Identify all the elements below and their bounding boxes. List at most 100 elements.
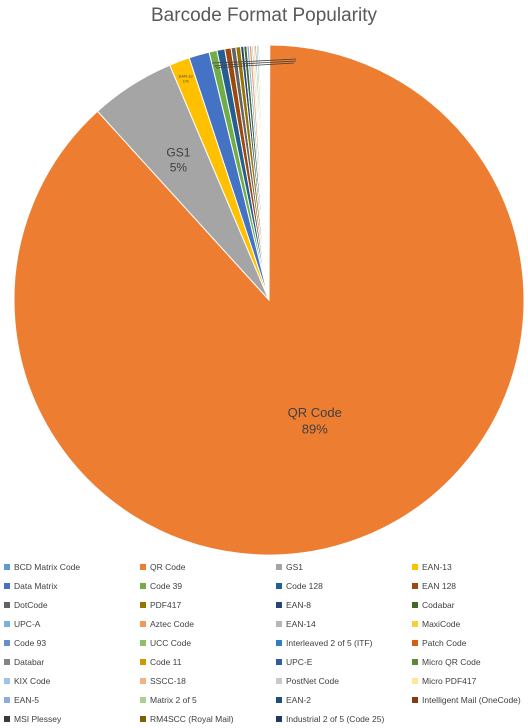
legend-item-pdf417: PDF417	[140, 595, 276, 614]
legend-label: Codabar	[422, 600, 455, 610]
legend-label: QR Code	[150, 562, 185, 572]
legend-item-ean-2: EAN-2	[276, 690, 412, 709]
legend-swatch	[412, 583, 418, 589]
legend-swatch	[4, 659, 10, 665]
legend-item-gs1: GS1	[276, 557, 412, 576]
legend-swatch	[140, 640, 146, 646]
legend-label: Intelligent Mail (OneCode)	[422, 695, 521, 705]
legend-label: KIX Code	[14, 676, 50, 686]
legend-swatch	[276, 564, 282, 570]
legend-item-industrial-2-of-5-code-25: Industrial 2 of 5 (Code 25)	[276, 709, 412, 728]
legend-label: Micro QR Code	[422, 657, 481, 667]
legend-label: MaxiCode	[422, 619, 460, 629]
legend-label: Code 39	[150, 581, 182, 591]
legend-swatch	[4, 697, 10, 703]
legend-swatch	[276, 697, 282, 703]
legend-label: PDF417	[150, 600, 181, 610]
legend-item-qr-code: QR Code	[140, 557, 276, 576]
legend-label: MSI Plessey	[14, 714, 61, 724]
legend-label: Code 11	[150, 657, 182, 667]
legend-item-code-93: Code 93	[4, 633, 140, 652]
legend-item-ean-14: EAN-14	[276, 614, 412, 633]
legend-label: UPC-A	[14, 619, 40, 629]
legend-swatch	[140, 564, 146, 570]
legend-item-dotcode: DotCode	[4, 595, 140, 614]
legend-item-bcd-matrix-code: BCD Matrix Code	[4, 557, 140, 576]
chart-legend: BCD Matrix Code QR Code GS1 EAN-13 Data Matr…	[4, 557, 524, 728]
legend-label: Matrix 2 of 5	[150, 695, 197, 705]
legend-label: UPC-E	[286, 657, 312, 667]
legend-label: GS1	[286, 562, 303, 572]
legend-label: EAN-2	[286, 695, 311, 705]
legend-item-maxicode: MaxiCode	[412, 614, 524, 633]
legend-swatch	[412, 564, 418, 570]
legend-swatch	[140, 583, 146, 589]
legend-item-matrix-2-of-5: Matrix 2 of 5	[140, 690, 276, 709]
legend-swatch	[412, 640, 418, 646]
legend-swatch	[412, 659, 418, 665]
legend-item-sscc-18: SSCC-18	[140, 671, 276, 690]
legend-label: RM4SCC (Royal Mail)	[150, 714, 234, 724]
legend-label: EAN-5	[14, 695, 39, 705]
legend-item-code-39: Code 39	[140, 576, 276, 595]
data-label-percent-gs1: 5%	[170, 160, 188, 174]
legend-label: BCD Matrix Code	[14, 562, 80, 572]
legend-item-micro-qr-code: Micro QR Code	[412, 652, 524, 671]
legend-swatch	[276, 640, 282, 646]
legend-item-code-128: Code 128	[276, 576, 412, 595]
legend-swatch	[276, 583, 282, 589]
legend-label: EAN 128	[422, 581, 456, 591]
legend-label: Patch Code	[422, 638, 466, 648]
legend-label: DotCode	[14, 600, 48, 610]
legend-item-aztec-code: Aztec Code	[140, 614, 276, 633]
legend-swatch	[140, 602, 146, 608]
legend-label: Industrial 2 of 5 (Code 25)	[286, 714, 384, 724]
legend-swatch	[276, 602, 282, 608]
legend-swatch	[412, 621, 418, 627]
legend-item-upc-e: UPC-E	[276, 652, 412, 671]
legend-item-patch-code: Patch Code	[412, 633, 524, 652]
legend-item-data-matrix: Data Matrix	[4, 576, 140, 595]
legend-swatch	[4, 583, 10, 589]
legend-swatch	[140, 621, 146, 627]
legend-swatch	[4, 640, 10, 646]
legend-item-ean-5: EAN-5	[4, 690, 140, 709]
legend-label: SSCC-18	[150, 676, 186, 686]
legend-item-intelligent-mail-onecode: Intelligent Mail (OneCode)	[412, 690, 524, 709]
legend-item-ean-13: EAN-13	[412, 557, 524, 576]
legend-item-ean-8: EAN-8	[276, 595, 412, 614]
legend-item-msi-plessey: MSI Plessey	[4, 709, 140, 728]
legend-swatch	[4, 621, 10, 627]
data-label-name-gs1: GS1	[166, 145, 190, 159]
legend-label: EAN-8	[286, 600, 311, 610]
legend-label: Code 128	[286, 581, 323, 591]
legend-item-kix-code: KIX Code	[4, 671, 140, 690]
legend-item-ean-128: EAN 128	[412, 576, 524, 595]
legend-item-databar: Databar	[4, 652, 140, 671]
legend-label: Interleaved 2 of 5 (ITF)	[286, 638, 372, 648]
data-label-percent-qr-code: 89%	[302, 421, 328, 436]
legend-item-codabar: Codabar	[412, 595, 524, 614]
legend-swatch	[140, 716, 146, 722]
legend-swatch	[140, 659, 146, 665]
legend-label: EAN-13	[422, 562, 452, 572]
legend-item-rm4scc-royal-mail: RM4SCC (Royal Mail)	[140, 709, 276, 728]
legend-swatch	[276, 716, 282, 722]
legend-item-upc-a: UPC-A	[4, 614, 140, 633]
legend-swatch	[412, 697, 418, 703]
legend-label: UCC Code	[150, 638, 191, 648]
legend-item-ucc-code: UCC Code	[140, 633, 276, 652]
legend-swatch	[276, 621, 282, 627]
data-label-name-qr-code: QR Code	[288, 405, 342, 420]
legend-swatch	[4, 678, 10, 684]
legend-label: Data Matrix	[14, 581, 57, 591]
legend-item-interleaved-2-of-5-itf: Interleaved 2 of 5 (ITF)	[276, 633, 412, 652]
legend-label: Databar	[14, 657, 44, 667]
legend-swatch	[4, 716, 10, 722]
legend-label: EAN-14	[286, 619, 316, 629]
legend-swatch	[276, 659, 282, 665]
legend-item-micro-pdf417: Micro PDF417	[412, 671, 524, 690]
legend-swatch	[276, 678, 282, 684]
legend-item-code-11: Code 11	[140, 652, 276, 671]
